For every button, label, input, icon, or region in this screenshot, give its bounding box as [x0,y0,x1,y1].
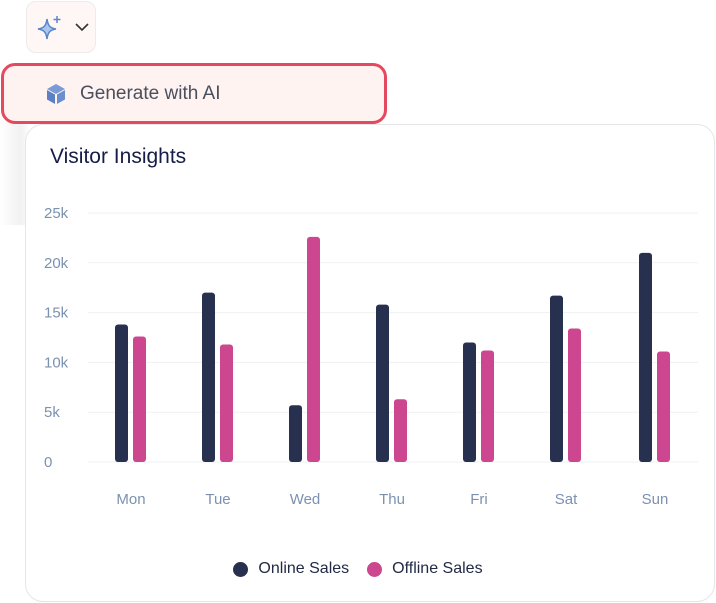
sparkle-icon [37,16,61,40]
legend-item-online[interactable]: Online Sales [233,560,349,578]
x-tick-label: Thu [379,491,405,508]
bar-offline-wed [307,236,320,462]
legend-swatch-offline [367,561,383,577]
bar-online-sat [550,295,563,462]
y-tick-label: 20k [44,255,69,272]
x-tick-label: Fri [470,491,488,508]
y-tick-label: 5k [44,404,60,421]
chevron-down-icon [75,23,89,32]
x-tick-label: Mon [116,491,145,508]
legend-label-offline: Offline Sales [392,560,483,577]
bar-online-fri [463,342,476,462]
bar-online-sun [639,252,652,462]
ai-dropdown-button[interactable] [26,1,96,53]
bar-offline-thu [394,399,407,462]
legend-swatch-online [233,561,249,577]
menu-item-generate-with-ai[interactable]: Generate with AI [1,63,387,124]
chart-legend: Online Sales Offline Sales [0,560,716,578]
legend-label-online: Online Sales [258,560,350,577]
y-tick-label: 15k [44,305,69,322]
bar-offline-fri [481,350,494,462]
menu-item-label: Generate with AI [80,82,221,104]
y-tick-label: 25k [44,205,69,222]
legend-item-offline[interactable]: Offline Sales [367,560,483,578]
bar-online-wed [289,405,302,462]
x-tick-label: Tue [205,491,230,508]
bar-offline-sat [568,328,581,462]
cube-icon [47,83,65,104]
bar-offline-mon [133,336,146,462]
bar-online-mon [115,324,128,462]
card-title: Visitor Insights [50,145,187,168]
bar-offline-sun [657,351,670,462]
y-tick-label: 0 [44,454,52,471]
bar-offline-tue [220,344,233,462]
bar-online-tue [202,292,215,462]
x-tick-label: Wed [290,491,321,508]
y-tick-label: 10k [44,354,69,371]
x-tick-label: Sat [555,491,578,508]
bar-online-thu [376,304,389,462]
x-tick-label: Sun [642,491,669,508]
